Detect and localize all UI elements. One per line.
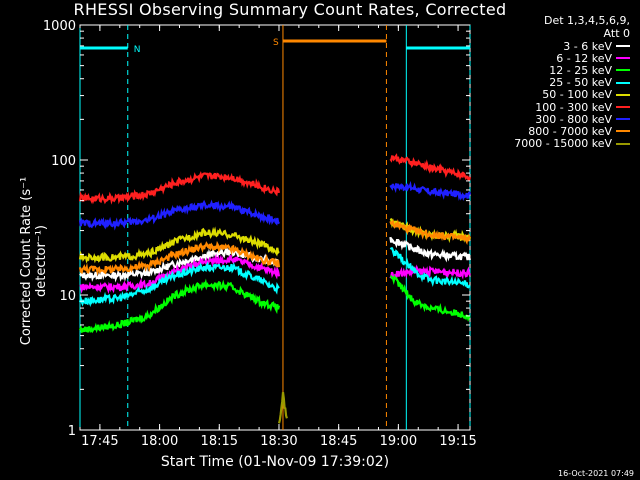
legend-swatch — [616, 106, 630, 109]
flag-bar-label: N — [134, 45, 141, 55]
x-axis-label: Start Time (01-Nov-09 17:39:02) — [160, 454, 390, 470]
legend-swatch — [616, 81, 630, 84]
legend-entry-label: 7000 - 15000 keV — [514, 137, 612, 151]
y-tick-label: 1 — [68, 424, 76, 439]
series-line-12-25-kev — [78, 278, 281, 334]
legend-entry-label: 300 - 800 keV — [535, 112, 612, 126]
legend-entry: 25 - 50 keV — [514, 76, 630, 90]
axes: 17:45 18:00 18:15 18:30 18:45 19:00 19:15 1 10 10… — [43, 19, 477, 449]
legend-entry-label: 12 - 25 keV — [549, 63, 612, 77]
legend-swatch — [616, 93, 630, 96]
legend-entry-label: 50 - 100 keV — [542, 88, 612, 102]
series-line-300-800-kev — [78, 199, 280, 231]
annotations: NS — [79, 25, 471, 430]
legend-entry: 6 - 12 keV — [514, 51, 630, 65]
x-tick-label: 19:15 — [439, 434, 476, 449]
series-line-100-300-kev — [389, 153, 472, 182]
series-line-800-7000-kev — [78, 240, 281, 276]
legend-entry-label: 3 - 6 keV — [563, 39, 612, 53]
legend-entry: 800 - 7000 keV — [514, 124, 630, 138]
chart-title: RHESSI Observing Summary Count Rates, Co… — [73, 0, 507, 19]
legend-swatch — [616, 118, 630, 121]
legend-entry-label: 800 - 7000 keV — [528, 124, 612, 138]
legend-swatch — [616, 45, 630, 48]
y-axis-label: Corrected Count Rate (s⁻¹ detector⁻¹) — [19, 176, 49, 346]
legend-entry: 3 - 6 keV — [514, 39, 630, 53]
x-tick-label: 18:45 — [320, 434, 357, 449]
legend-swatch — [616, 69, 630, 72]
legend-header-line-2: Att 0 — [603, 27, 630, 40]
series-line-25-50-kev — [389, 247, 471, 289]
x-tick-label: 18:30 — [260, 434, 297, 449]
legend-swatch — [616, 130, 630, 133]
legend-entry: 50 - 100 keV — [514, 88, 630, 102]
series-line-6-12-kev — [389, 264, 471, 281]
series-line-300-800-kev — [389, 180, 472, 202]
legend-entry-label: 6 - 12 keV — [556, 51, 612, 65]
legend-entry: 12 - 25 keV — [514, 63, 630, 77]
legend-swatch — [616, 57, 630, 60]
series-line-25-50-kev — [78, 261, 280, 308]
series-lines — [78, 153, 472, 424]
y-tick-label: 100 — [51, 154, 76, 169]
x-tick-label: 19:00 — [380, 434, 417, 449]
series-line-7000-15000-kev — [277, 392, 288, 424]
x-tick-label: 17:45 — [81, 434, 118, 449]
legend-entry: 7000 - 15000 keV — [514, 137, 630, 151]
y-tick-label: 1000 — [43, 19, 76, 34]
series-line-800-7000-kev — [389, 218, 471, 245]
y-tick-label: 10 — [59, 289, 76, 304]
legend-entry: 100 - 300 keV — [514, 100, 630, 114]
x-tick-label: 18:15 — [201, 434, 238, 449]
flag-bar-label: S — [273, 38, 279, 48]
x-tick-label: 18:00 — [141, 434, 178, 449]
series-line-100-300-kev — [78, 171, 281, 205]
series-line-50-100-kev — [78, 226, 280, 264]
legend: Det 1,3,4,5,6,9, Att 0 3 - 6 keV 6 - 12 k… — [514, 14, 630, 150]
legend-entry-label: 25 - 50 keV — [549, 76, 612, 90]
legend-entry-label: 100 - 300 keV — [535, 100, 612, 114]
series-line-3-6-kev — [389, 236, 472, 263]
legend-swatch — [616, 142, 630, 145]
legend-header-line-1: Det 1,3,4,5,6,9, — [543, 14, 630, 27]
legend-rows: 3 - 6 keV 6 - 12 keV 12 - 25 keV 25 - 50 ke… — [514, 40, 630, 150]
timestamp: 16-Oct-2021 07:49 — [558, 469, 634, 478]
series-line-12-25-kev — [390, 274, 471, 322]
legend-entry: 300 - 800 keV — [514, 112, 630, 126]
